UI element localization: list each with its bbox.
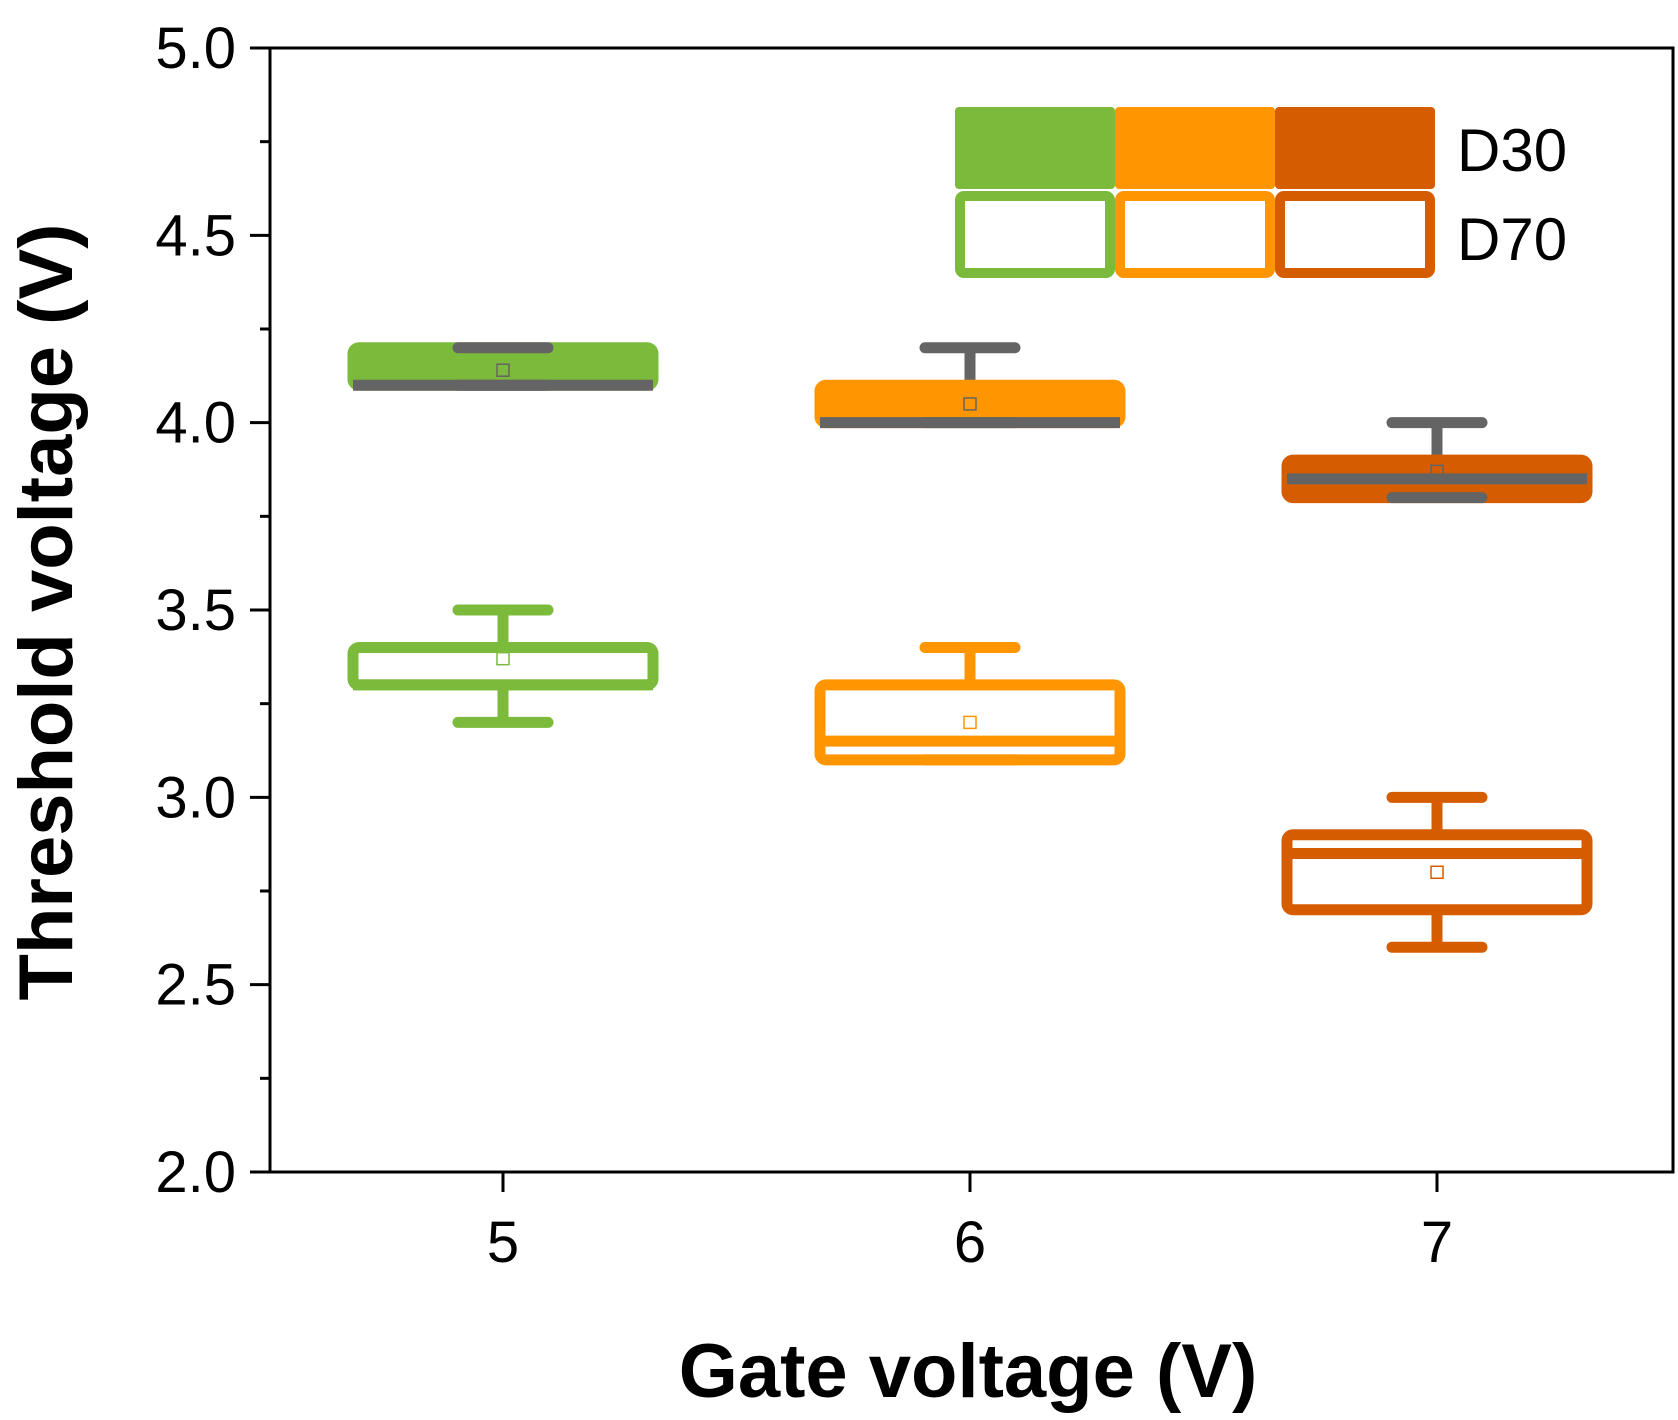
y-tick-label: 2.5 <box>155 953 236 1018</box>
legend-label-d30: D30 <box>1457 117 1567 184</box>
legend-swatch-d70-7 <box>1275 191 1435 278</box>
box-d30-5 <box>347 342 659 391</box>
y-tick-label: 4.0 <box>155 391 236 456</box>
box-d30-7 <box>1281 417 1593 504</box>
y-tick-label: 3.5 <box>155 578 236 643</box>
box-d70-6 <box>814 641 1126 766</box>
box-body <box>347 342 659 391</box>
y-tick-label: 5.0 <box>155 16 236 81</box>
x-tick-label: 5 <box>487 1210 519 1275</box>
mean-marker <box>963 397 977 411</box>
legend-swatch-d30-6 <box>1115 107 1275 189</box>
box-d30-6 <box>814 342 1126 429</box>
legend-swatch-d70-6 <box>1115 191 1275 278</box>
mean-marker <box>963 715 977 730</box>
legend-swatch-d30-5 <box>955 107 1115 189</box>
y-tick-label: 2.0 <box>155 1140 236 1205</box>
boxes <box>347 342 1593 953</box>
legend-label-d70: D70 <box>1457 206 1567 273</box>
box-body <box>814 379 1126 429</box>
legend-swatch-d30-7 <box>1275 107 1435 189</box>
x-tick-label: 6 <box>954 1210 986 1275</box>
mean-marker <box>496 651 510 666</box>
x-axis-title: Gate voltage (V) <box>679 1329 1258 1414</box>
mean-marker <box>496 363 510 377</box>
x-tick-label: 7 <box>1421 1210 1453 1275</box>
axes: 2.0 2.5 3.0 3.5 4.0 4.5 5.0 5 6 7 <box>155 16 1675 1275</box>
box-d70-5 <box>347 604 659 728</box>
box-d70-7 <box>1281 791 1593 953</box>
box-body <box>814 679 1126 766</box>
box-body <box>1281 829 1593 916</box>
mean-marker <box>1430 464 1444 479</box>
legend-swatch-d70-5 <box>955 191 1115 278</box>
y-tick-label: 3.0 <box>155 765 236 830</box>
mean-marker <box>1430 865 1444 880</box>
y-tick-label: 4.5 <box>155 203 236 268</box>
y-axis-title: Threshold voltage (V) <box>4 224 89 1001</box>
